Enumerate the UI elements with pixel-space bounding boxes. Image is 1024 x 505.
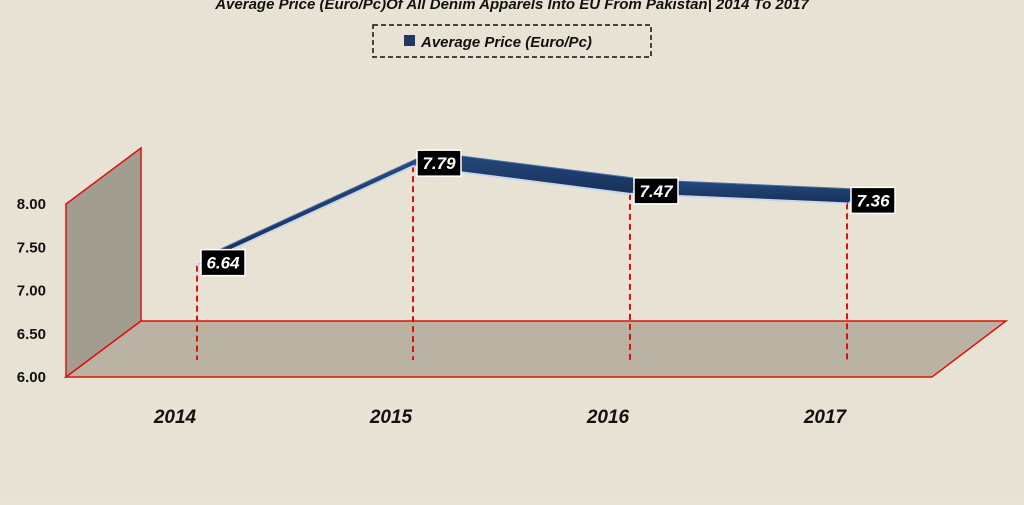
data-label-box [416,149,462,177]
data-labels: 6.64 7.79 7.47 7.36 [200,149,896,277]
legend: Average Price (Euro/Pc) [372,24,652,58]
data-label: 7.36 [856,191,890,210]
y-tick-label: 8.00 [17,196,46,213]
y-tick-label: 6.50 [17,326,46,343]
chart-floor [63,320,1009,378]
data-label: 7.79 [422,154,456,173]
y-tick-label: 7.00 [17,283,46,300]
data-label: 6.64 [206,254,240,273]
chart-title: Average Price (Euro/Pc)Of All Denim Appa… [214,0,809,13]
x-tick-label: 2016 [586,407,630,428]
data-label: 7.47 [639,182,674,201]
data-label-box [200,248,246,277]
data-label-box [850,186,896,215]
data-label-leaders [196,166,848,360]
x-tick-label: 2014 [153,407,197,428]
x-axis-ticks: 2014 2015 2016 2017 [153,407,848,428]
y-tick-label: 6.00 [17,369,46,386]
data-label-box [633,177,679,205]
legend-swatch [404,35,415,46]
series-front-edge [196,165,848,267]
legend-box [372,24,652,58]
y-axis-ticks: 6.00 6.50 7.00 7.50 8.00 [17,196,46,386]
x-tick-label: 2015 [369,407,413,428]
y-tick-label: 7.50 [17,239,46,256]
legend-label: Average Price (Euro/Pc) [420,34,592,51]
x-tick-label: 2017 [803,407,848,428]
